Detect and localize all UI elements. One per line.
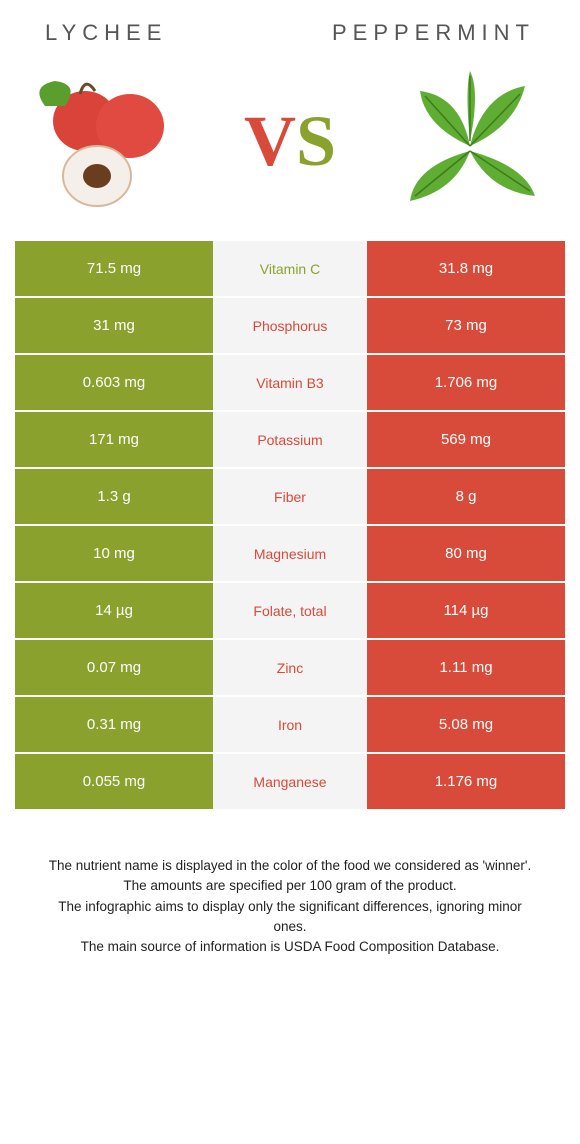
left-value: 71.5 mg	[15, 241, 213, 296]
footer-notes: The nutrient name is displayed in the co…	[15, 811, 565, 957]
left-value: 171 mg	[15, 412, 213, 467]
right-value: 73 mg	[367, 298, 565, 353]
peppermint-image	[385, 66, 555, 216]
nutrient-name: Vitamin C	[213, 241, 367, 296]
footer-line: The main source of information is USDA F…	[40, 937, 540, 957]
nutrient-name: Fiber	[213, 469, 367, 524]
hero-row: VS	[15, 56, 565, 241]
right-value: 80 mg	[367, 526, 565, 581]
left-value: 10 mg	[15, 526, 213, 581]
left-value: 0.31 mg	[15, 697, 213, 752]
vs-label: VS	[244, 100, 336, 183]
right-value: 8 g	[367, 469, 565, 524]
right-value: 569 mg	[367, 412, 565, 467]
table-row: 171 mgPotassium569 mg	[15, 412, 565, 467]
nutrient-name: Folate, total	[213, 583, 367, 638]
nutrient-name: Potassium	[213, 412, 367, 467]
nutrient-name: Manganese	[213, 754, 367, 809]
nutrient-name: Iron	[213, 697, 367, 752]
right-value: 114 µg	[367, 583, 565, 638]
vs-v: V	[244, 101, 296, 181]
nutrient-name: Zinc	[213, 640, 367, 695]
table-row: 1.3 gFiber8 g	[15, 469, 565, 524]
left-value: 1.3 g	[15, 469, 213, 524]
right-value: 31.8 mg	[367, 241, 565, 296]
title-row: Lychee Peppermint	[15, 20, 565, 56]
left-value: 31 mg	[15, 298, 213, 353]
table-row: 10 mgMagnesium80 mg	[15, 526, 565, 581]
right-value: 1.706 mg	[367, 355, 565, 410]
table-row: 14 µgFolate, total114 µg	[15, 583, 565, 638]
nutrient-name: Vitamin B3	[213, 355, 367, 410]
table-row: 71.5 mgVitamin C31.8 mg	[15, 241, 565, 296]
left-value: 0.055 mg	[15, 754, 213, 809]
footer-line: The infographic aims to display only the…	[40, 897, 540, 938]
table-row: 0.31 mgIron5.08 mg	[15, 697, 565, 752]
nutrient-name: Magnesium	[213, 526, 367, 581]
left-value: 0.603 mg	[15, 355, 213, 410]
lychee-image	[25, 66, 195, 216]
footer-line: The amounts are specified per 100 gram o…	[40, 876, 540, 896]
left-value: 14 µg	[15, 583, 213, 638]
table-row: 0.603 mgVitamin B31.706 mg	[15, 355, 565, 410]
footer-line: The nutrient name is displayed in the co…	[40, 856, 540, 876]
table-row: 0.055 mgManganese1.176 mg	[15, 754, 565, 809]
right-value: 1.176 mg	[367, 754, 565, 809]
comparison-table: 71.5 mgVitamin C31.8 mg31 mgPhosphorus73…	[15, 241, 565, 809]
left-value: 0.07 mg	[15, 640, 213, 695]
table-row: 31 mgPhosphorus73 mg	[15, 298, 565, 353]
vs-s: S	[296, 101, 336, 181]
right-value: 1.11 mg	[367, 640, 565, 695]
right-value: 5.08 mg	[367, 697, 565, 752]
infographic: Lychee Peppermint VS	[0, 0, 580, 987]
title-left: Lychee	[45, 20, 167, 46]
table-row: 0.07 mgZinc1.11 mg	[15, 640, 565, 695]
nutrient-name: Phosphorus	[213, 298, 367, 353]
title-right: Peppermint	[332, 20, 535, 46]
